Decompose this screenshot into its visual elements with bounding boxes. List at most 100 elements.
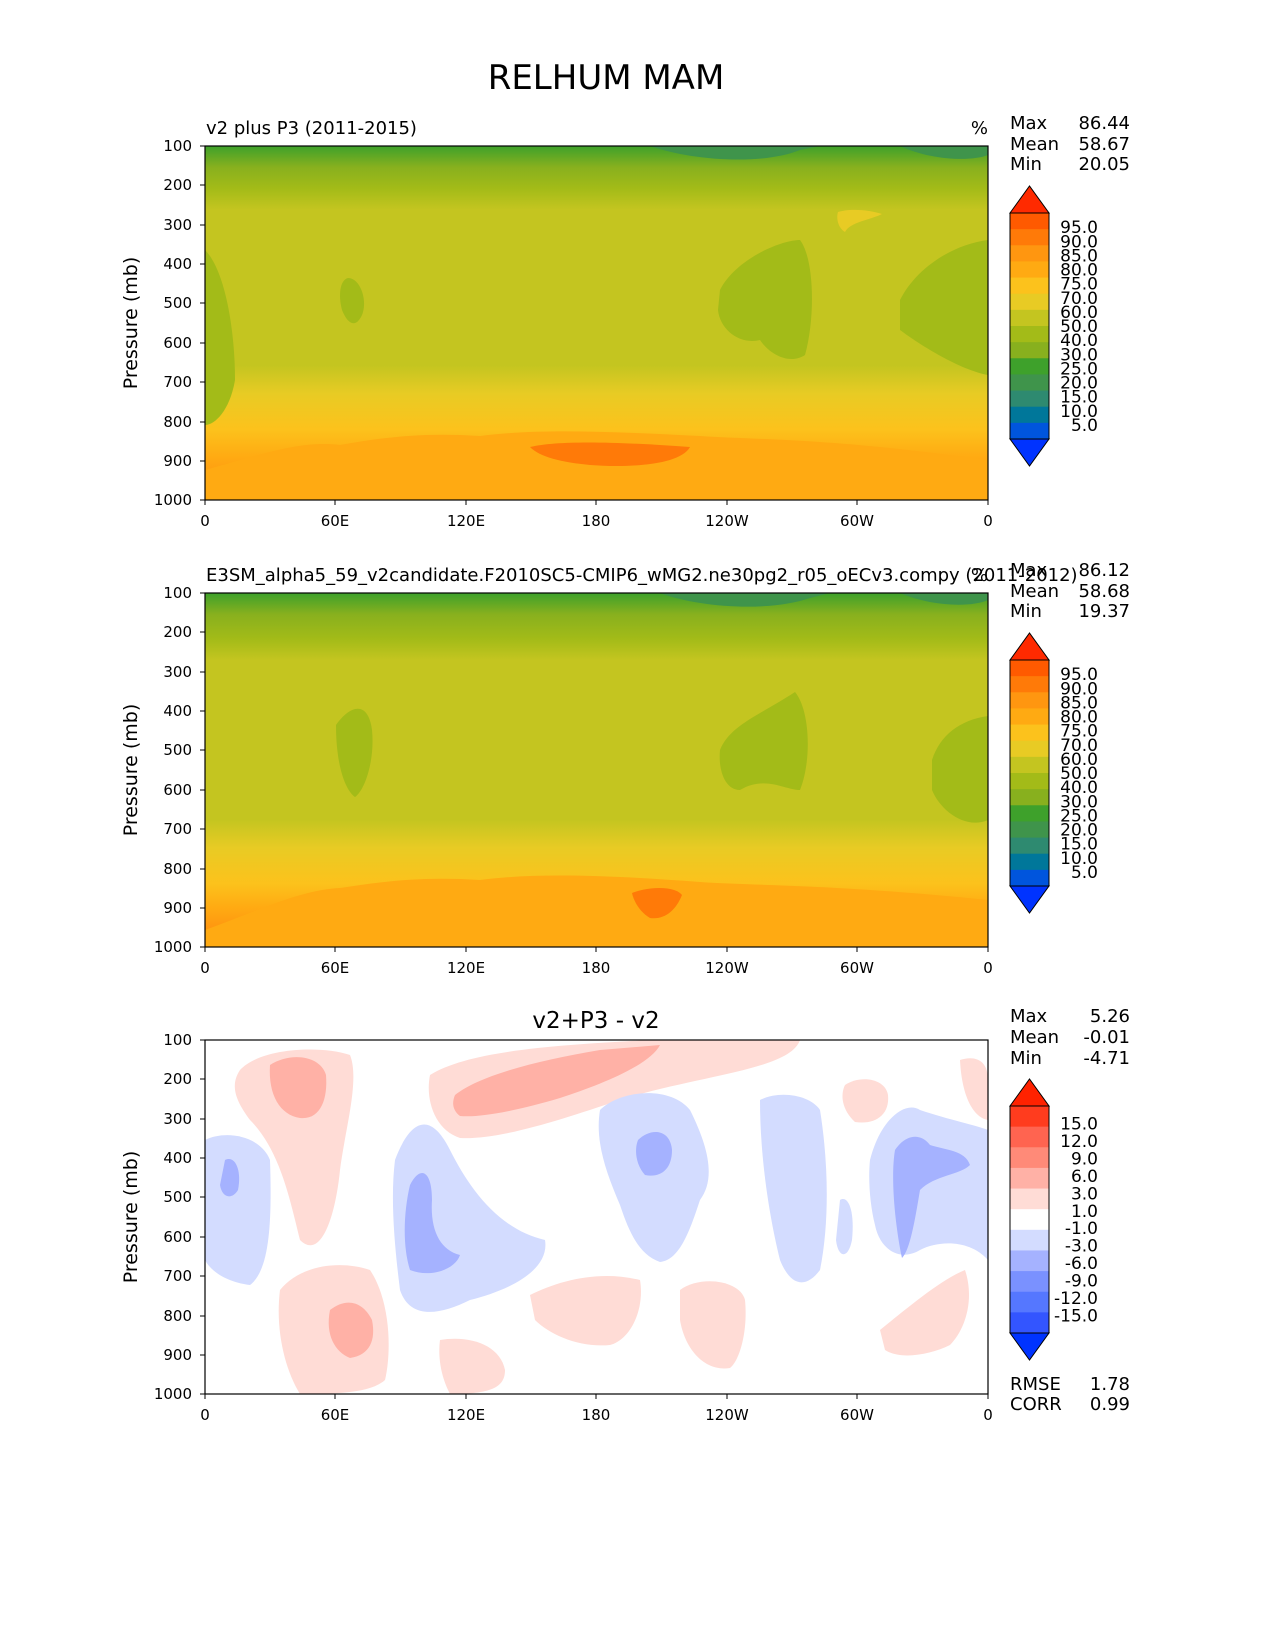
panel-2-colorbar-outline <box>1009 659 1050 887</box>
panel-3-stat-rmse-value: 1.78 <box>1090 1374 1130 1395</box>
panel-2-title: E3SM_alpha5_59_v2candidate.F2010SC5-CMIP… <box>206 565 1078 586</box>
panel-2-colorbar-bin <box>1010 756 1049 774</box>
panel-3-xtick-120w: 120W <box>705 1406 749 1424</box>
panel-3-neg-region-b-core <box>404 1173 460 1274</box>
panel-3: v2+P3 - v2 100 200 300 400 500 600 700 8… <box>120 1006 1130 1424</box>
panel-3-ytick-200: 200 <box>163 1070 192 1088</box>
panel-2-stat-mean-label: Mean <box>1010 581 1059 602</box>
panel-3-yticks: 100 200 300 400 500 600 700 800 900 1000 <box>154 1031 192 1403</box>
panel-1-mid-green-blob-b <box>718 240 812 360</box>
panel-1-colorbar-label: 70.0 <box>1060 289 1098 309</box>
panel-1-xticks: 0 60E 120E 180 120W 60W 0 <box>200 512 993 530</box>
panel-3-colorbar-label: 9.0 <box>1071 1149 1098 1169</box>
panel-3-neg-region-e-core <box>893 1136 970 1258</box>
panel-3-colorbar-outline <box>1009 1105 1050 1334</box>
panel-1-colorbar-label: 30.0 <box>1060 345 1098 365</box>
panel-2-stats: Max 86.12 Mean 58.68 Min 19.37 <box>1010 560 1130 622</box>
panel-2-xtick-0: 0 <box>200 959 210 977</box>
figure-title: RELHUM MAM <box>488 58 725 98</box>
panel-2-stat-min-value: 19.37 <box>1078 601 1130 622</box>
panel-2-units: % <box>971 565 988 586</box>
panel-3-colorbar-bin <box>1010 1229 1049 1251</box>
panel-2-ytick-600: 600 <box>163 781 192 799</box>
panel-3-neg-region-e <box>869 1107 988 1260</box>
panel-3-neg-region-f <box>836 1199 853 1255</box>
panel-3-colorbar-bin <box>1010 1188 1049 1210</box>
panel-3-colorbar-bin <box>1010 1291 1049 1313</box>
panel-1-ylabel: Pressure (mb) <box>120 257 142 390</box>
panel-3-pos-region-a-core <box>269 1057 327 1119</box>
panel-2-colorbar-label: 20.0 <box>1060 821 1098 841</box>
panel-3-colorbar-label: -15.0 <box>1054 1307 1098 1327</box>
panel-3-colorbar-bin <box>1010 1209 1049 1231</box>
panel-1-colorbar-bin <box>1010 342 1049 359</box>
panel-1-colorbar-label: 5.0 <box>1071 416 1098 436</box>
panel-1-colorbar-bin <box>1010 374 1049 392</box>
panel-2-colorbar-bin <box>1010 724 1049 742</box>
panel-1-colorbar-label: 90.0 <box>1060 232 1098 252</box>
panel-2-colorbar-bin <box>1010 837 1049 855</box>
panel-2-colorbar-bin <box>1010 708 1049 726</box>
panel-2-colorbar-label: 5.0 <box>1071 863 1098 883</box>
panel-1-title: v2 plus P3 (2011-2015) <box>206 118 417 139</box>
panel-1-ytick-600: 600 <box>163 334 192 352</box>
panel-2-mid-green-blob-c <box>932 716 988 823</box>
panel-2-colorbar-label: 40.0 <box>1060 778 1098 798</box>
panel-2-colorbar-bin <box>1010 805 1049 822</box>
panel-2-upper-dark-green-2 <box>900 593 988 605</box>
panel-1-orange-band <box>205 431 988 500</box>
panel-3-ytick-900: 900 <box>163 1346 192 1364</box>
panel-2-mid-green-blob-a <box>336 708 373 797</box>
panel-2: E3SM_alpha5_59_v2candidate.F2010SC5-CMIP… <box>120 560 1130 977</box>
panel-3-pos-region-b-core <box>453 1045 660 1117</box>
panel-3-pos-region-c <box>842 1079 889 1123</box>
panel-2-colorbar-label: 25.0 <box>1060 806 1098 826</box>
panel-2-colorbar-label: 90.0 <box>1060 679 1098 699</box>
panel-1-xtick-60e: 60E <box>321 512 350 530</box>
panel-2-xtick-180: 180 <box>582 959 611 977</box>
panel-3-field <box>205 1040 988 1394</box>
panel-1-stat-max-label: Max <box>1010 113 1048 134</box>
panel-1-mid-green-blob-a <box>340 278 365 324</box>
panel-1-stat-mean-value: 58.67 <box>1078 134 1130 155</box>
panel-2-colorbar-bin <box>1010 821 1049 839</box>
panel-3-xtick-360: 0 <box>983 1406 993 1424</box>
panel-1-stats: Max 86.44 Mean 58.67 Min 20.05 <box>1010 113 1130 175</box>
panel-2-field <box>205 593 988 947</box>
panel-2-colorbar-bin <box>1010 676 1049 693</box>
panel-1-mid-green-blob-c <box>900 240 988 375</box>
panel-3-xticks: 0 60E 120E 180 120W 60W 0 <box>200 1406 993 1424</box>
panel-1-mid-green-blob-left <box>205 250 235 425</box>
panel-3-stat-corr-label: CORR <box>1010 1394 1062 1415</box>
panel-2-colorbar-label: 30.0 <box>1060 792 1098 812</box>
panel-2-colorbar: 95.090.085.080.075.070.060.050.040.030.0… <box>1009 632 1098 914</box>
panel-3-colorbar-bin <box>1010 1106 1049 1128</box>
panel-2-colorbar-label: 10.0 <box>1060 849 1098 869</box>
panel-1-field <box>205 146 988 500</box>
panel-1-units: % <box>971 118 988 139</box>
panel-2-colorbar-label: 75.0 <box>1060 722 1098 742</box>
panel-3-neg-region-c <box>598 1093 709 1262</box>
panel-2-xtick-360: 0 <box>983 959 993 977</box>
panel-3-colorbar-top-cap <box>1009 1078 1050 1107</box>
panel-2-colorbar-label: 85.0 <box>1060 693 1098 713</box>
panel-2-ytick-700: 700 <box>163 820 192 838</box>
panel-1-xtick-0: 0 <box>200 512 210 530</box>
panel-2-colorbar-label: 95.0 <box>1060 665 1098 685</box>
panel-2-ytick-500: 500 <box>163 741 192 759</box>
panel-3-tick-marks <box>200 1039 989 1399</box>
panel-1-colorbar-top-cap <box>1009 185 1050 214</box>
panel-2-colorbar-bin <box>1010 773 1049 790</box>
panel-1-stat-mean-label: Mean <box>1010 134 1059 155</box>
panel-3-colorbar-label: 6.0 <box>1071 1167 1098 1187</box>
panel-3-stat-min-label: Min <box>1010 1048 1042 1069</box>
panel-2-xticks: 0 60E 120E 180 120W 60W 0 <box>200 959 993 977</box>
panel-3-xtick-120e: 120E <box>447 1406 485 1424</box>
panel-2-colorbar-label: 70.0 <box>1060 736 1098 756</box>
panel-1-ytick-200: 200 <box>163 176 192 194</box>
panel-1-stat-max-value: 86.44 <box>1078 113 1130 134</box>
panel-1-colorbar-label: 75.0 <box>1060 275 1098 295</box>
panel-1-colorbar-bin <box>1010 390 1049 408</box>
panel-3-ytick-400: 400 <box>163 1149 192 1167</box>
